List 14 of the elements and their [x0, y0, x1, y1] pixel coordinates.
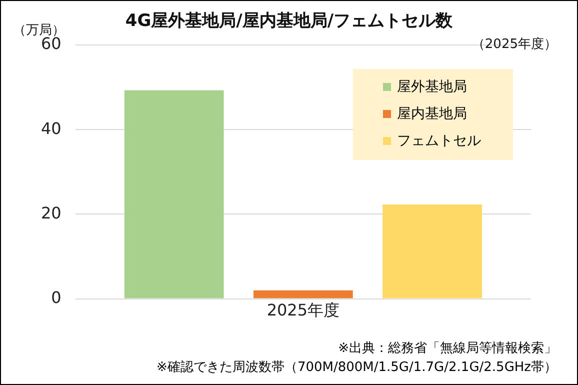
y-tick-label: 0	[51, 288, 62, 307]
chart-title: 4G屋外基地局/屋内基地局/フェムトセル数	[125, 11, 453, 31]
legend-label: 屋外基地局	[397, 78, 467, 96]
y-tick-label: 20	[41, 203, 62, 222]
legend-label: 屋内基地局	[397, 104, 467, 122]
bar	[124, 90, 224, 298]
x-tick-label: 2025年度	[266, 300, 340, 320]
bar	[382, 204, 482, 298]
text: ※確認できた周波数帯（700M/800M/1.5G/1.7G/2.1G/2.5GHz帯）	[156, 359, 557, 377]
legend-label: フェムトセル	[397, 132, 481, 150]
bar	[253, 290, 353, 298]
chart-subtitle: （2025年度）	[472, 36, 557, 53]
y-tick-label: 40	[41, 118, 62, 138]
text: ※出典：総務省「無線局等情報検索」	[337, 340, 557, 358]
